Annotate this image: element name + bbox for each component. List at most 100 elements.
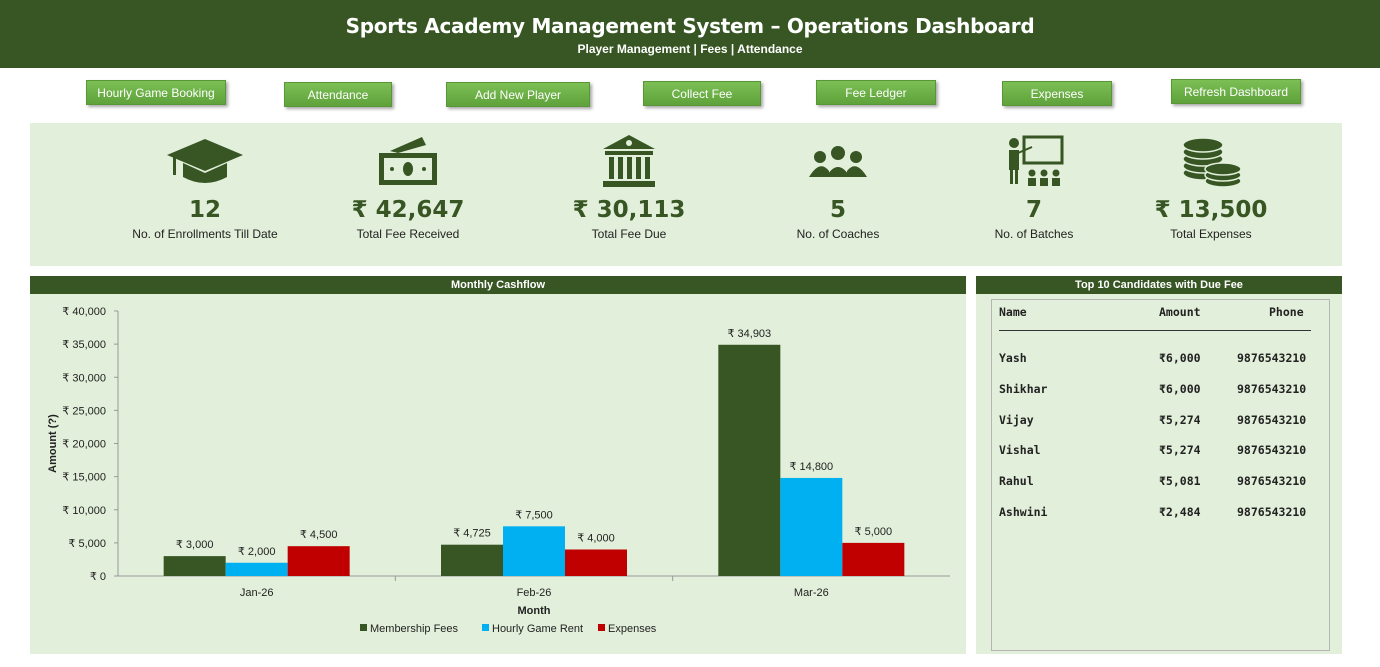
data-label: ₹ 2,000 — [238, 546, 276, 558]
bar-hourly-game-rent — [503, 526, 565, 576]
y-axis-title: Amount (?) — [47, 414, 59, 473]
data-label: ₹ 3,000 — [176, 539, 214, 551]
data-label: ₹ 4,725 — [453, 528, 491, 540]
cell-amount: ₹2,484 — [1159, 505, 1201, 519]
header-divider — [999, 330, 1311, 331]
bar-expenses — [287, 546, 350, 576]
header-amount: Amount — [1159, 305, 1201, 319]
x-axis-title: Month — [518, 605, 551, 617]
cell-amount: ₹5,081 — [1159, 474, 1201, 489]
kpi-label: No. of Batches — [994, 227, 1074, 241]
page-title: Sports Academy Management System – Opera… — [345, 14, 1035, 38]
data-label: ₹ 14,800 — [789, 461, 833, 473]
cell-phone: 9876543210 — [1237, 474, 1307, 489]
legend-swatch — [598, 624, 605, 631]
collect-fee-button[interactable]: Collect Fee — [643, 81, 761, 106]
cell-name: Yash — [999, 351, 1027, 365]
attendance-button[interactable]: Attendance — [284, 82, 392, 107]
cell-phone: 9876543210 — [1237, 351, 1307, 365]
data-label: ₹ 34,903 — [727, 328, 771, 340]
table-header-row: Name Amount Phone — [999, 305, 1319, 321]
due-fee-panel: Top 10 Candidates with Due Fee Name Amou… — [976, 276, 1342, 654]
y-tick-label: ₹ 15,000 — [62, 472, 106, 484]
bar-hourly-game-rent — [780, 477, 843, 576]
table-row: Shikhar ₹6,000 9876543210 — [999, 382, 1319, 398]
kpi-value: 5 — [829, 197, 846, 223]
kpi-value: ₹ 30,113 — [572, 197, 686, 223]
table-row: Rahul ₹5,081 9876543210 — [999, 474, 1319, 490]
y-tick-label: ₹ 25,000 — [62, 405, 106, 417]
legend-swatch — [482, 624, 489, 631]
kpi-fee-due: ₹ 30,113 Total Fee Due — [529, 123, 729, 241]
teacher-class-icon — [1009, 135, 1064, 186]
monthly-cashflow-panel: Monthly Cashflow ₹ 0 ₹ 5,000 ₹ 10,000 ₹ 15,… — [30, 276, 966, 654]
data-label: ₹ 4,000 — [577, 533, 615, 545]
legend-label: Expenses — [608, 623, 657, 635]
kpi-label: Total Fee Due — [591, 227, 667, 241]
cell-name: Ashwini — [999, 505, 1048, 519]
bar-expenses — [565, 549, 627, 576]
expenses-button[interactable]: Expenses — [1002, 81, 1112, 106]
refresh-dashboard-button[interactable]: Refresh Dashboard — [1171, 79, 1301, 104]
cell-phone: 9876543210 — [1237, 443, 1307, 458]
cell-phone: 9876543210 — [1237, 505, 1307, 519]
cell-phone: 9876543210 — [1237, 412, 1307, 427]
cell-amount: ₹6,000 — [1159, 351, 1201, 365]
graduation-cap-icon — [167, 139, 243, 183]
y-tick-label: ₹ 30,000 — [62, 372, 106, 384]
chart-title: Monthly Cashflow — [30, 276, 966, 294]
y-tick-label: ₹ 10,000 — [62, 505, 106, 517]
x-tick-label: Mar-26 — [794, 587, 829, 599]
x-tick-label: Jan-26 — [240, 587, 274, 599]
data-label: ₹ 7,500 — [515, 509, 553, 521]
kpi-label: Total Fee Received — [356, 227, 460, 241]
bar-membership-fees — [163, 556, 226, 576]
y-tick-label: ₹ 40,000 — [62, 306, 106, 318]
legend-label: Hourly Game Rent — [492, 623, 583, 635]
fee-ledger-button[interactable]: Fee Ledger — [816, 80, 936, 105]
header-name: Name — [999, 305, 1027, 319]
money-icon — [379, 137, 437, 185]
table-row: Vijay ₹5,274 9876543210 — [999, 413, 1319, 429]
data-label: ₹ 5,000 — [855, 526, 893, 538]
cell-name: Rahul — [999, 474, 1034, 489]
cell-name: Shikhar — [999, 381, 1048, 396]
kpi-label: No. of Coaches — [796, 227, 880, 241]
x-tick-label: Feb-26 — [517, 587, 552, 599]
cell-name: Vishal — [999, 443, 1041, 458]
add-new-player-button[interactable]: Add New Player — [446, 82, 590, 107]
kpi-enrollments: 12 No. of Enrollments Till Date — [105, 123, 305, 241]
kpi-coaches: 5 No. of Coaches — [738, 123, 938, 241]
kpi-expenses: ₹ 13,500 Total Expenses — [1111, 123, 1311, 241]
cell-amount: ₹6,000 — [1159, 381, 1201, 396]
bar-expenses — [842, 542, 905, 576]
kpi-batches: 7 No. of Batches — [934, 123, 1134, 241]
hourly-game-booking-button[interactable]: Hourly Game Booking — [86, 80, 226, 105]
coins-icon — [1182, 137, 1242, 188]
y-tick-label: ₹ 20,000 — [62, 439, 106, 451]
table-row: Ashwini ₹2,484 9876543210 — [999, 505, 1319, 521]
y-tick-label: ₹ 35,000 — [62, 339, 106, 351]
kpi-panel: 12 No. of Enrollments Till Date ₹ 42,647… — [30, 123, 1342, 266]
dashboard-header: Sports Academy Management System – Opera… — [0, 0, 1380, 68]
header-phone: Phone — [1269, 305, 1304, 319]
bar-membership-fees — [441, 544, 503, 576]
cell-amount: ₹5,274 — [1159, 443, 1201, 458]
kpi-value: ₹ 13,500 — [1154, 197, 1268, 223]
table-row: Vishal ₹5,274 9876543210 — [999, 443, 1319, 459]
y-tick-label: ₹ 0 — [90, 571, 106, 583]
legend-label: Membership Fees — [370, 623, 459, 635]
kpi-value: 12 — [188, 197, 221, 223]
group-icon — [809, 146, 867, 177]
bar-membership-fees — [718, 344, 781, 576]
cell-amount: ₹5,274 — [1159, 412, 1201, 427]
cell-phone: 9876543210 — [1237, 381, 1307, 396]
page-subtitle: Player Management | Fees | Attendance — [577, 42, 803, 56]
kpi-value: ₹ 42,647 — [351, 197, 465, 223]
due-fee-table: Name Amount Phone Yash ₹6,000 9876543210 Sh… — [991, 299, 1330, 651]
bar-hourly-game-rent — [225, 562, 288, 576]
due-table-title: Top 10 Candidates with Due Fee — [976, 276, 1342, 294]
kpi-label: No. of Enrollments Till Date — [132, 227, 278, 241]
kpi-value: 7 — [1025, 197, 1042, 223]
bank-icon — [603, 135, 655, 187]
